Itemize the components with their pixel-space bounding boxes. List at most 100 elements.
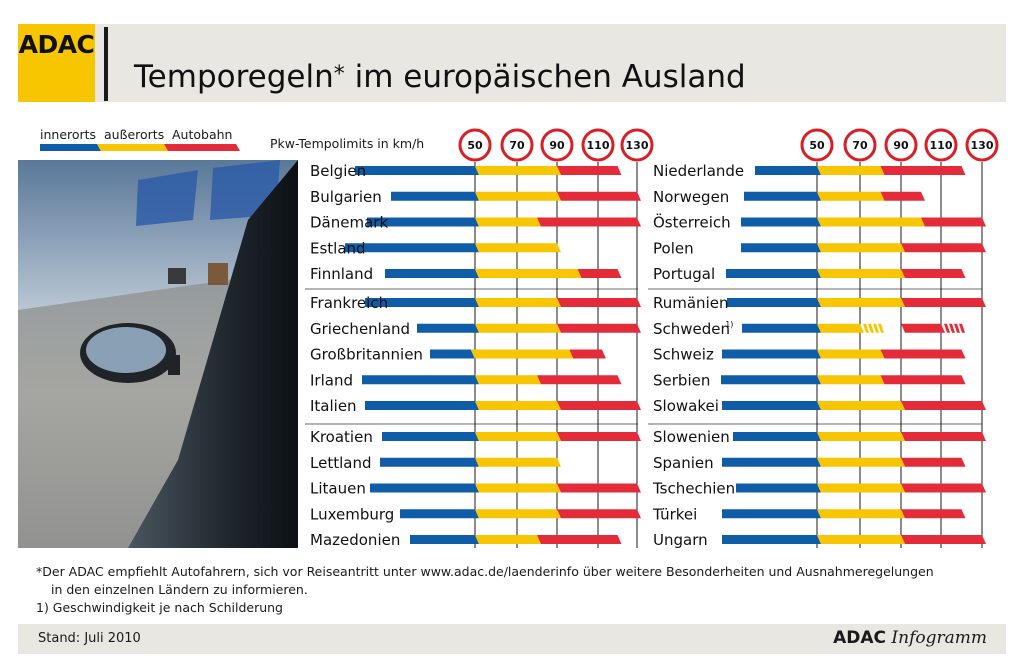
stand-date: Stand: Juli 2010: [38, 631, 141, 646]
speed-sign-label-1-130: 130: [971, 139, 994, 152]
bar-innerorts-Griechenland: [417, 323, 479, 333]
bar-innerorts-Tschechien: [736, 483, 821, 493]
bar-autobahn-variable-Schweden-0: [944, 323, 950, 333]
bar-ausserorts-Finnland: [475, 269, 582, 278]
country-label-Slowenien: Slowenien: [653, 428, 730, 446]
bar-ausserorts-Tschechien: [817, 483, 905, 493]
country-label-Frankreich: Frankreich: [310, 294, 388, 312]
bar-autobahn-Frankreich: [557, 298, 641, 307]
bar-innerorts-Slowakei: [722, 401, 821, 410]
bar-ausserorts-variable-Schweden-1: [868, 323, 874, 333]
bar-ausserorts-Spanien: [817, 457, 905, 467]
bar-ausserorts-variable-Schweden-2: [873, 323, 879, 333]
country-label-Kroatien: Kroatien: [310, 428, 373, 446]
country-label-Dänemark: Dänemark: [310, 214, 388, 232]
bar-autobahn-Griechenland: [557, 323, 641, 333]
bar-ausserorts-Lettland: [475, 457, 561, 467]
country-label-Rumänien: Rumänien: [653, 294, 728, 312]
bar-innerorts-Kroatien: [382, 432, 479, 441]
bar-ausserorts-Ungarn: [817, 535, 905, 544]
bar-innerorts-Schweden: [742, 323, 821, 333]
bar-innerorts-Frankreich: [365, 298, 479, 307]
country-label-Lettland: Lettland: [310, 454, 371, 472]
country-label-Norwegen: Norwegen: [653, 188, 729, 206]
bar-autobahn-Rumänien: [901, 298, 986, 307]
bar-autobahn-Österreich: [921, 217, 986, 227]
legend-swatch-autobahn: [164, 144, 240, 151]
bar-autobahn-Portugal: [901, 269, 966, 278]
speed-sign-0-110: [581, 128, 615, 162]
logo-divider: [104, 27, 108, 101]
chart-title: Pkw-Tempolimits in km/h: [270, 136, 424, 151]
bar-innerorts-Irland: [362, 375, 479, 385]
bar-autobahn-Dänemark: [537, 217, 641, 227]
bar-autobahn-Norwegen: [880, 191, 925, 201]
bar-autobahn-variable-Schweden-1: [949, 323, 955, 333]
bar-autobahn-Großbritannien: [569, 349, 606, 359]
bar-ausserorts-Slowakei: [817, 401, 905, 410]
bar-ausserorts-Kroatien: [475, 432, 561, 441]
country-label-Serbien: Serbien: [653, 371, 710, 389]
bar-innerorts-Finnland: [385, 269, 479, 278]
bar-ausserorts-Griechenland: [475, 323, 561, 333]
logo-text: ADAC: [18, 30, 95, 59]
bar-autobahn-Niederlande: [880, 166, 966, 175]
speed-sign-0-70: [500, 128, 534, 162]
speed-sign-label-1-70: 70: [852, 139, 868, 152]
bar-ausserorts-Belgien: [475, 166, 561, 175]
speed-sign-label-0-50: 50: [467, 139, 483, 152]
bar-ausserorts-Dänemark: [475, 217, 541, 227]
bar-autobahn-Mazedonien: [537, 535, 622, 544]
bar-innerorts-Polen: [741, 243, 821, 253]
bar-innerorts-Italien: [365, 401, 479, 410]
speed-sign-label-1-110: 110: [930, 139, 953, 152]
country-note-Schweden: 1): [725, 320, 733, 329]
country-label-Schweiz: Schweiz: [653, 346, 714, 364]
bar-autobahn-Serbien: [880, 375, 966, 385]
country-label-Mazedonien: Mazedonien: [310, 531, 400, 549]
bar-autobahn-Italien: [557, 401, 641, 410]
title-main: Temporegeln: [134, 59, 334, 95]
speed-sign-label-0-130: 130: [626, 139, 649, 152]
speed-sign-label-1-50: 50: [809, 139, 825, 152]
bar-ausserorts-Großbritannien: [470, 349, 574, 359]
speed-sign-0-130: [620, 128, 654, 162]
speed-sign-label-0-110: 110: [587, 139, 610, 152]
bar-ausserorts-variable-Schweden-3: [878, 323, 884, 333]
bar-ausserorts-Rumänien: [817, 298, 905, 307]
bar-ausserorts-Polen: [817, 243, 905, 253]
bar-ausserorts-Estland: [475, 243, 561, 253]
speed-sign-1-50: [800, 128, 834, 162]
bar-autobahn-variable-Schweden-3: [959, 323, 965, 333]
bar-innerorts-Mazedonien: [410, 535, 479, 544]
bar-innerorts-Großbritannien: [430, 349, 475, 359]
bar-autobahn-Slowenien: [901, 432, 986, 441]
country-label-Griechenland: Griechenland: [310, 320, 410, 338]
speed-sign-label-1-90: 90: [893, 139, 909, 152]
infogramm-brand: ADAC Infogramm: [833, 628, 987, 648]
bar-ausserorts-variable-Schweden-0: [863, 323, 869, 333]
bar-autobahn-Schweiz: [880, 349, 966, 359]
bar-innerorts-Portugal: [726, 269, 821, 278]
bar-innerorts-Lettland: [380, 457, 479, 467]
title-rest: im europäischen Ausland: [354, 59, 746, 95]
bar-autobahn-Polen: [901, 243, 986, 253]
header-band: [18, 24, 1006, 102]
bar-ausserorts-Serbien: [817, 375, 885, 385]
bar-autobahn-Kroatien: [557, 432, 641, 441]
bar-autobahn-Luxemburg: [557, 509, 641, 519]
bar-innerorts-Spanien: [722, 457, 821, 467]
legend: innerorts außerorts Autobahn: [40, 127, 240, 151]
bar-innerorts-Ungarn: [722, 535, 821, 544]
road-photo-illustration: [18, 160, 298, 548]
bar-innerorts-Dänemark: [367, 217, 479, 227]
bar-innerorts-Slowenien: [733, 432, 821, 441]
bar-ausserorts-Schweiz: [817, 349, 885, 359]
bar-autobahn-Spanien: [901, 457, 966, 467]
country-label-Türkei: Türkei: [652, 505, 697, 523]
footnote-note-1: 1) Geschwindigkeit je nach Schilderung: [36, 600, 283, 615]
bar-autobahn-Irland: [537, 375, 622, 385]
bar-ausserorts-Norwegen: [817, 191, 885, 201]
country-label-Großbritannien: Großbritannien: [310, 346, 423, 364]
bar-autobahn-Schweden: [901, 323, 945, 333]
